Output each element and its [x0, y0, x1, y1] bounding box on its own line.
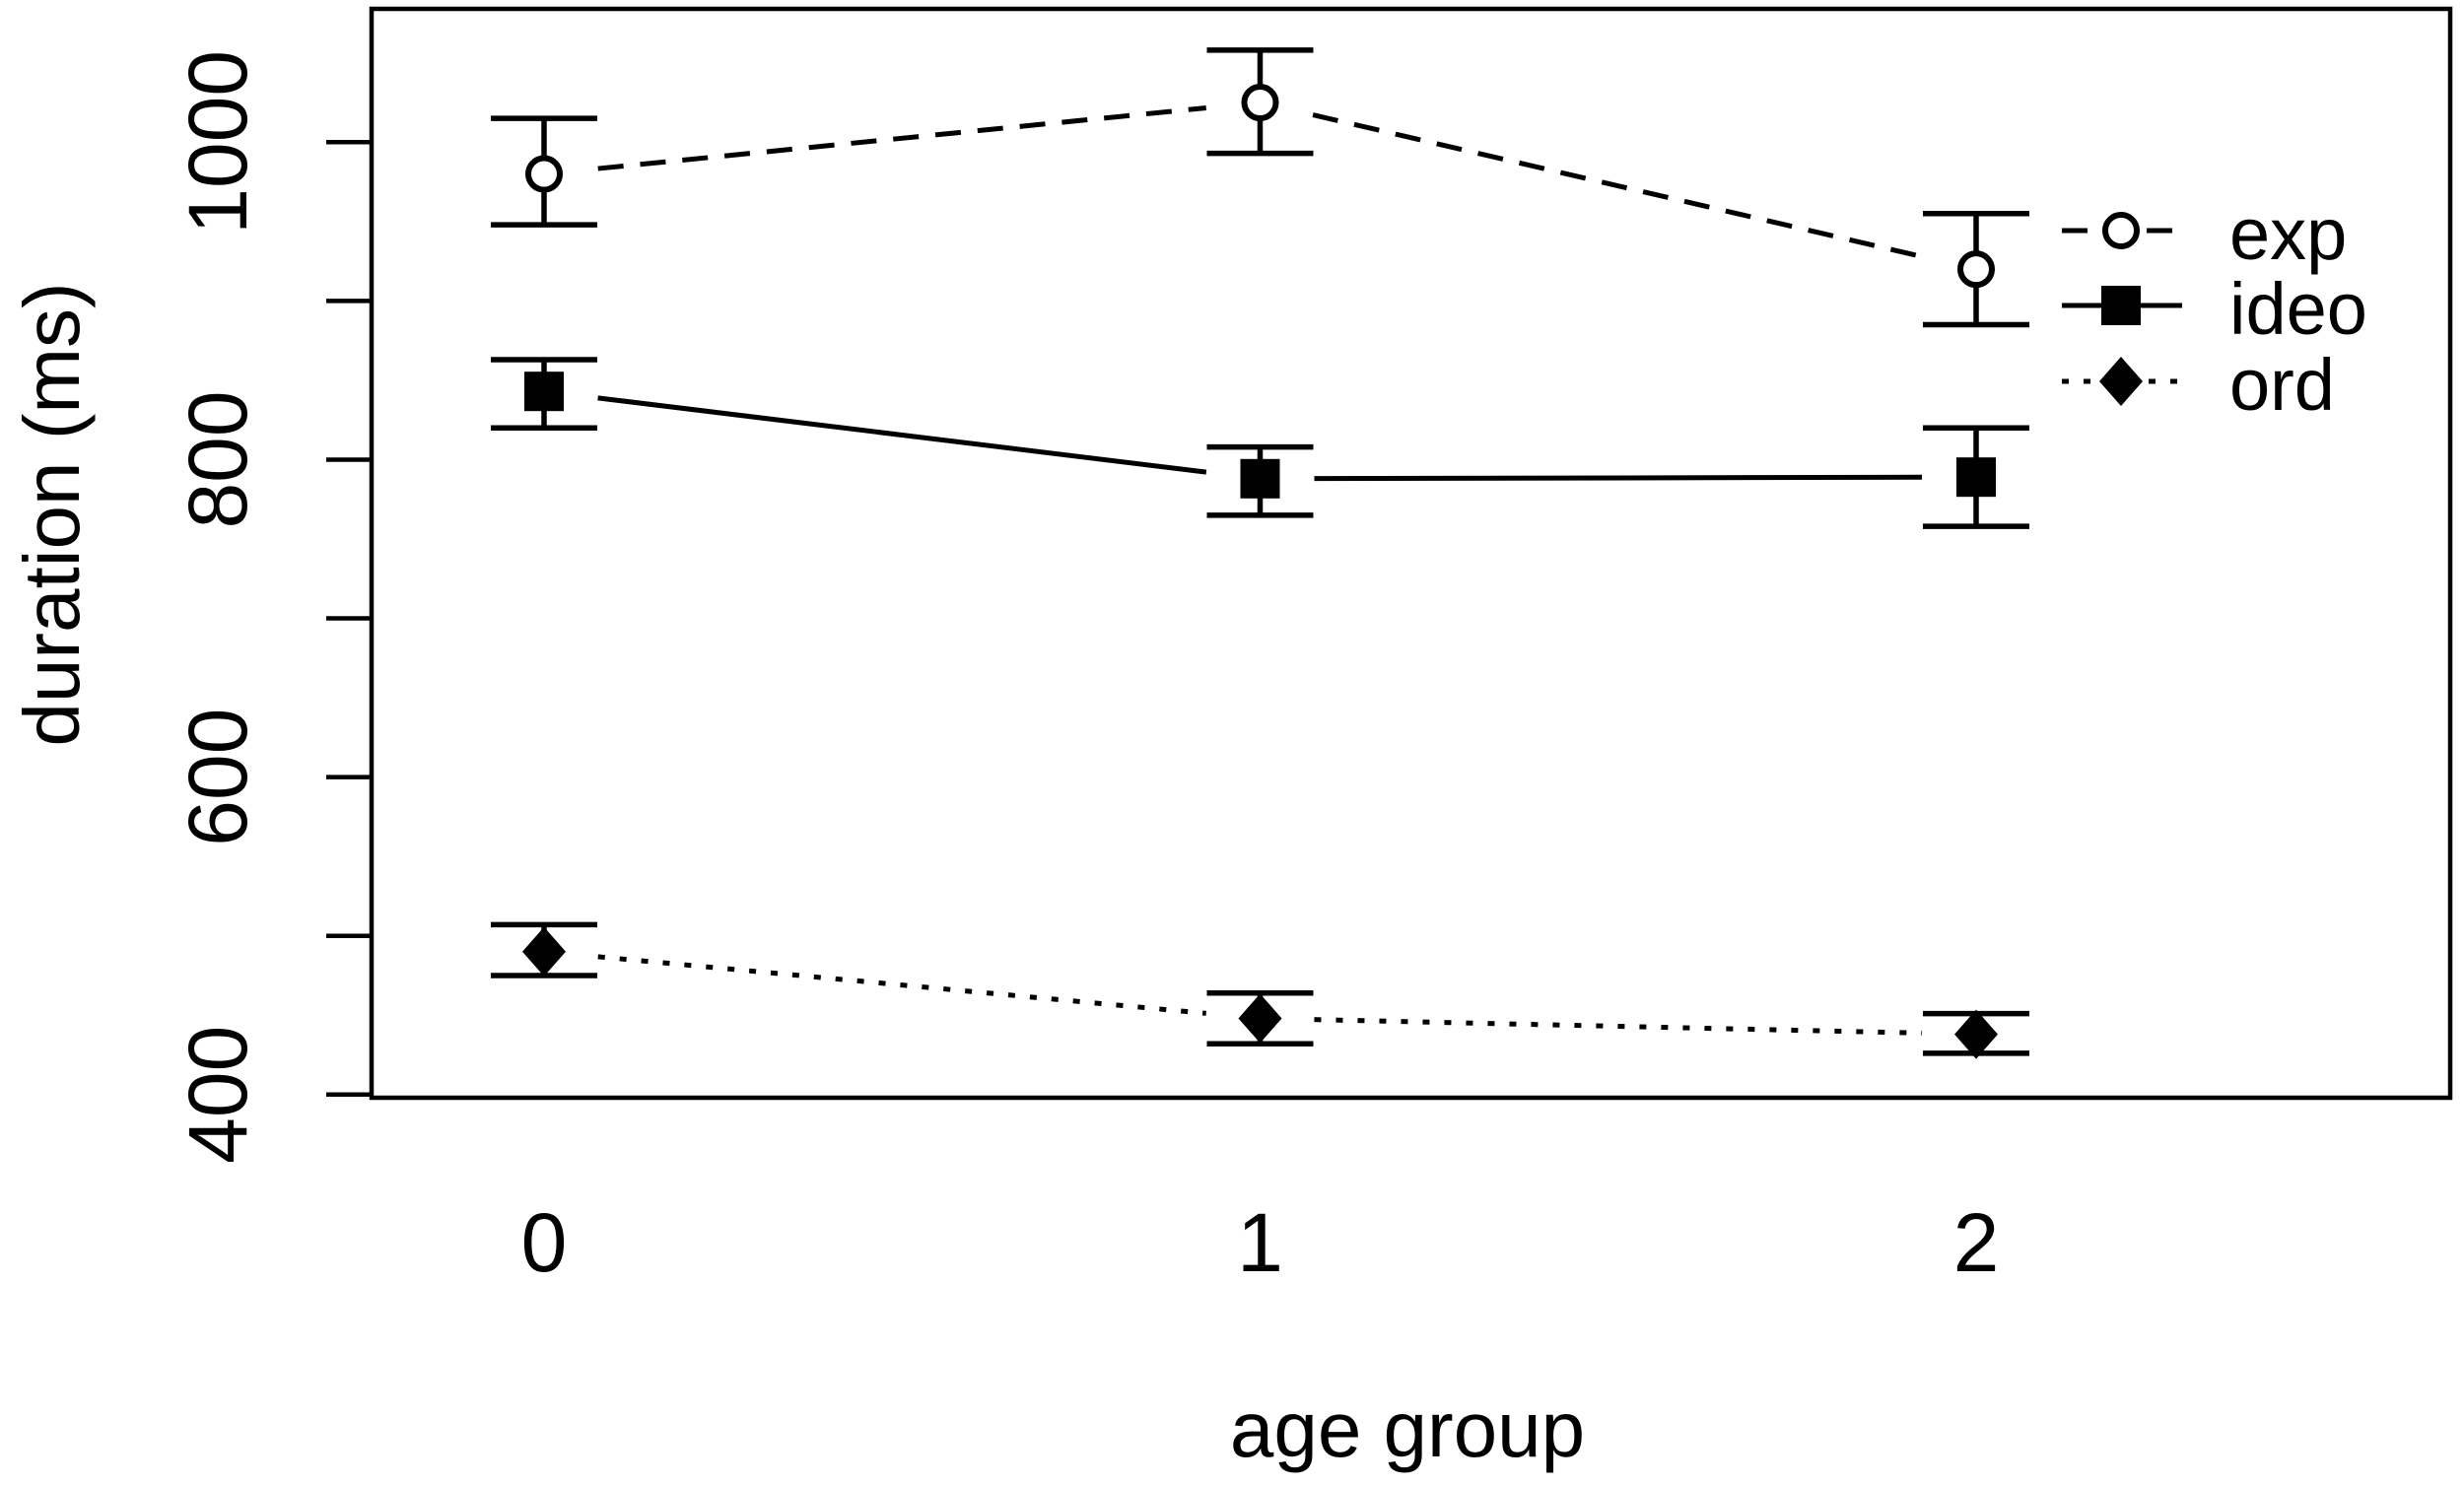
x-tick-label: 1 [1237, 1196, 1283, 1289]
legend-label-exp: exp [2229, 193, 2347, 275]
filled-square-marker-ideo-2 [1956, 457, 1996, 498]
legend-entry-ord: ord [2062, 344, 2335, 426]
y-tick-label: 600 [171, 709, 264, 846]
open-circle-marker-exp-1 [1241, 84, 1279, 122]
filled-diamond-marker-ord-1 [1238, 993, 1282, 1044]
y-tick-label: 800 [171, 390, 264, 528]
open-circle-marker-exp-0 [525, 155, 563, 193]
filled-square-marker-legend-ideo [2101, 286, 2141, 325]
legend-entry-ideo: ideo [2062, 268, 2367, 350]
series-line-exp [1312, 112, 1924, 260]
y-tick-label: 400 [171, 1026, 264, 1164]
plot-box [369, 6, 2453, 1101]
series-line-ord [1314, 1017, 1923, 1036]
open-circle-marker-exp-2 [1957, 250, 1995, 289]
series-line-ord [597, 954, 1206, 1016]
filled-square-marker-ideo-1 [1240, 458, 1280, 499]
y-axis-title: duration (ms) [8, 282, 96, 746]
filled-diamond-marker-ord-2 [1954, 1009, 1998, 1059]
open-circle-marker-legend-exp [2102, 212, 2140, 249]
series-ideo [491, 357, 2029, 529]
legend-label-ord: ord [2229, 344, 2335, 426]
legend-label-ideo: ideo [2229, 268, 2367, 350]
series-ord [491, 921, 2029, 1059]
filled-square-marker-ideo-0 [524, 371, 564, 412]
series-exp [491, 47, 2029, 328]
y-tick-label: 1000 [171, 50, 264, 235]
x-tick-label: 2 [1953, 1196, 2000, 1289]
filled-diamond-marker-legend-ord [2099, 357, 2143, 406]
x-tick-label: 0 [521, 1196, 568, 1289]
filled-diamond-marker-ord-0 [522, 926, 566, 977]
series-line-ideo [597, 395, 1207, 475]
series-line-ideo [1314, 474, 1923, 482]
legend-entry-exp: exp [2062, 193, 2347, 275]
x-axis-title: age group [1230, 1385, 1585, 1473]
series-line-exp [597, 105, 1207, 171]
